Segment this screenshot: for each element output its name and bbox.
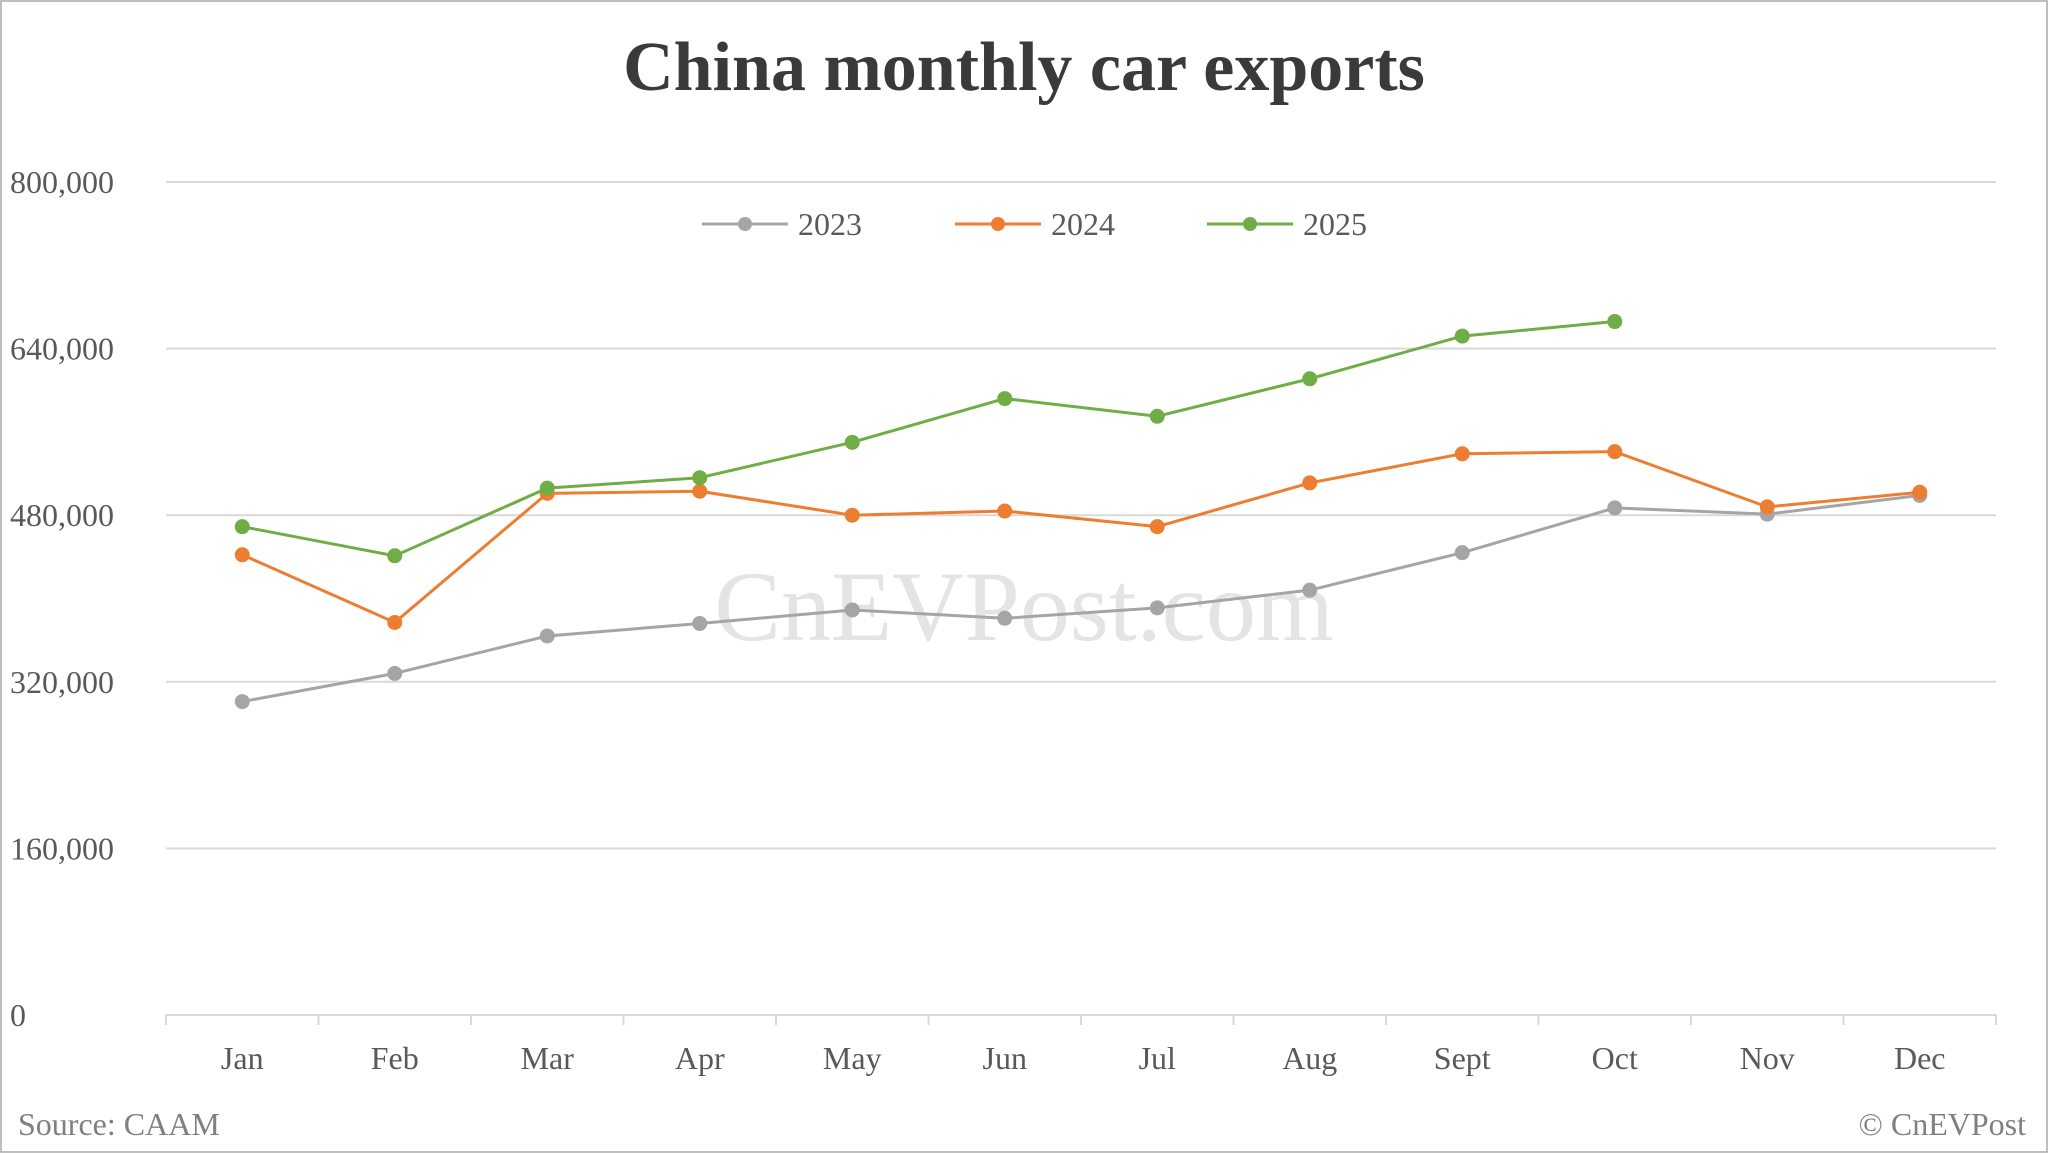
legend-swatch-marker [1243, 217, 1257, 231]
x-tick-label: Jan [221, 1040, 264, 1076]
data-point [1454, 446, 1470, 462]
legend-item-2023: 2023 [702, 206, 862, 242]
y-axis: 0 160,000 320,000 480,000 640,000 800,000 [10, 164, 114, 1033]
legend-label: 2025 [1303, 206, 1367, 242]
legend-label: 2023 [798, 206, 862, 242]
data-point [997, 610, 1013, 626]
data-point [844, 434, 860, 450]
x-tick-label: Apr [675, 1040, 725, 1076]
data-point [1302, 371, 1318, 387]
legend-swatch-marker [991, 217, 1005, 231]
data-point [234, 547, 250, 563]
copyright-label: © CnEVPost [1859, 1106, 2027, 1142]
x-tick-label: Nov [1740, 1040, 1795, 1076]
data-point [997, 391, 1013, 407]
source-label: Source: CAAM [18, 1106, 220, 1142]
data-point [1149, 408, 1165, 424]
watermark: CnEVPost.com [714, 551, 1333, 662]
data-point [387, 665, 403, 681]
x-tick-label: Feb [371, 1040, 419, 1076]
data-point [539, 480, 555, 496]
gridlines [166, 181, 1996, 850]
x-tick-label: Oct [1592, 1040, 1638, 1076]
series-2025 [234, 314, 1623, 564]
data-point [234, 694, 250, 710]
x-tick-label: Aug [1282, 1040, 1337, 1076]
y-tick-label: 480,000 [10, 497, 114, 533]
x-tick-label: Dec [1894, 1040, 1946, 1076]
data-point [1454, 328, 1470, 344]
data-point [844, 602, 860, 618]
legend-swatch-marker [738, 217, 752, 231]
x-tick-label: May [823, 1040, 882, 1076]
data-point [1912, 484, 1928, 500]
data-point [1149, 600, 1165, 616]
series-2024 [234, 444, 1928, 630]
legend-label: 2024 [1051, 206, 1115, 242]
data-point [1607, 444, 1623, 460]
y-tick-label: 800,000 [10, 164, 114, 200]
data-point [1302, 475, 1318, 491]
x-tick-label: Jun [983, 1040, 1027, 1076]
legend: 2023 2024 2025 [702, 206, 1367, 242]
data-point [692, 470, 708, 486]
series-2023 [234, 487, 1928, 710]
x-tick-label: Mar [521, 1040, 575, 1076]
data-point [387, 548, 403, 564]
data-point [692, 483, 708, 499]
x-tick-label: Sept [1434, 1040, 1491, 1076]
data-point [1607, 314, 1623, 330]
series-group [234, 314, 1928, 710]
data-point [1759, 499, 1775, 515]
data-point [1302, 582, 1318, 598]
legend-item-2025: 2025 [1207, 206, 1367, 242]
data-point [387, 614, 403, 630]
data-point [1454, 545, 1470, 561]
y-tick-label: 320,000 [10, 664, 114, 700]
data-point [1607, 500, 1623, 516]
data-point [844, 507, 860, 523]
x-tick-label: Jul [1139, 1040, 1176, 1076]
legend-item-2024: 2024 [955, 206, 1115, 242]
data-point [539, 628, 555, 644]
chart-title: China monthly car exports [623, 29, 1425, 106]
x-axis: Jan Feb Mar Apr May Jun Jul Aug Sept Oct Nov Dec [165, 1014, 1997, 1076]
y-tick-label: 0 [10, 997, 26, 1033]
data-point [234, 519, 250, 535]
series-line [241, 493, 1920, 704]
data-point [1149, 519, 1165, 535]
series-line [241, 320, 1615, 558]
series-line [241, 450, 1920, 624]
y-tick-label: 640,000 [10, 331, 114, 367]
data-point [997, 503, 1013, 519]
data-point [692, 615, 708, 631]
y-tick-label: 160,000 [10, 830, 114, 866]
